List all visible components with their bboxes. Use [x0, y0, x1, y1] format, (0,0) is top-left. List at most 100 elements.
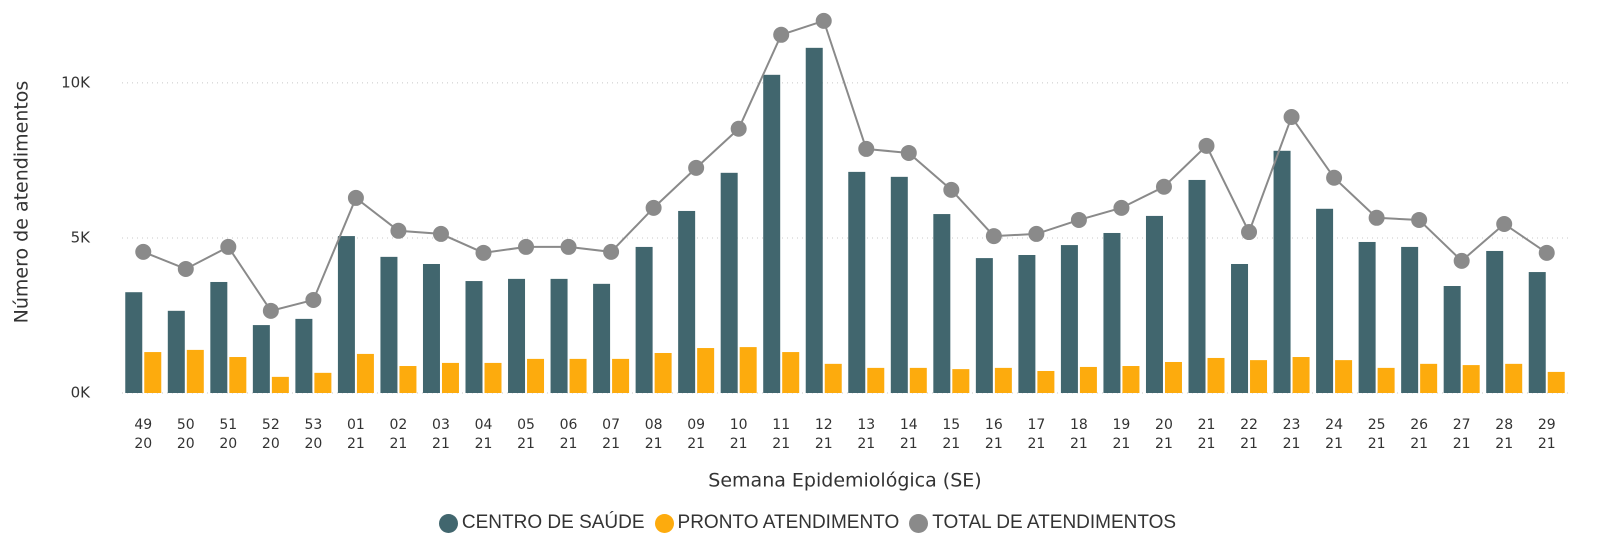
x-tick-label: 52 20 — [261, 417, 280, 452]
point — [432, 225, 449, 242]
bar — [1547, 371, 1565, 393]
bar — [635, 246, 653, 393]
bar — [994, 367, 1012, 393]
bar — [1377, 367, 1395, 393]
bar — [1462, 365, 1480, 393]
bar — [229, 357, 247, 393]
bar — [271, 376, 289, 393]
bar — [975, 258, 993, 393]
y-axis-title: Número de atendimentos — [11, 81, 33, 324]
point — [1538, 244, 1555, 261]
x-tick-label: 25 21 — [1367, 417, 1386, 452]
point — [1241, 224, 1258, 241]
x-tick-label: 29 21 — [1537, 417, 1556, 452]
bar — [848, 171, 866, 393]
bar — [441, 362, 459, 393]
x-tick-label: 23 21 — [1282, 417, 1301, 452]
bar — [678, 210, 696, 393]
point — [1411, 211, 1428, 228]
y-tick-label: 10K — [61, 73, 91, 91]
bar — [380, 256, 398, 393]
point — [815, 12, 832, 29]
bar — [1060, 245, 1078, 393]
legend-label: CENTRO DE SAÚDE — [461, 512, 645, 533]
bar — [867, 367, 885, 393]
point — [220, 238, 237, 255]
bar — [1018, 254, 1036, 393]
x-tick-label: 03 21 — [432, 417, 450, 452]
y-tick-label: 0K — [71, 384, 92, 402]
bar — [933, 214, 951, 393]
x-tick-label: 20 21 — [1155, 417, 1173, 452]
x-tick-label: 08 21 — [644, 417, 663, 452]
point — [1155, 178, 1172, 195]
x-tick-label: 26 21 — [1410, 417, 1429, 452]
point — [943, 181, 960, 198]
legend-label: TOTAL DE ATENDIMENTOS — [932, 512, 1177, 533]
y-tick-label: 5K — [71, 228, 92, 246]
bar — [569, 358, 587, 393]
point — [475, 244, 492, 261]
x-tick-label: 09 21 — [687, 417, 706, 452]
bar — [484, 362, 502, 393]
x-tick-label: 10 21 — [729, 417, 748, 452]
legend: CENTRO DE SAÚDE PRONTO ATENDIMENTO TOTAL D… — [0, 512, 1615, 534]
bar — [1079, 366, 1097, 393]
x-tick-label: 19 21 — [1112, 417, 1131, 452]
point — [603, 243, 620, 260]
point — [1496, 215, 1513, 232]
point — [645, 199, 662, 216]
bar — [1037, 370, 1055, 393]
bar — [1292, 357, 1310, 393]
bar — [654, 352, 672, 393]
bar — [508, 278, 526, 393]
x-tick-label: 04 21 — [474, 417, 493, 452]
bar — [612, 358, 630, 393]
point — [1368, 209, 1385, 226]
x-tick-label: 49 20 — [134, 417, 153, 452]
bar — [550, 278, 568, 393]
legend-swatch — [438, 513, 458, 533]
bar — [1443, 286, 1461, 393]
bar — [805, 47, 823, 394]
bar — [1231, 263, 1249, 393]
bar — [593, 283, 611, 393]
bar — [422, 263, 440, 393]
legend-item: CENTRO DE SAÚDE — [438, 512, 645, 534]
bar — [890, 176, 908, 393]
bar — [782, 352, 800, 393]
point — [858, 140, 875, 157]
x-tick-label: 53 20 — [304, 417, 323, 452]
legend-item: PRONTO ATENDIMENTO — [654, 512, 899, 534]
bar — [1316, 208, 1334, 393]
bar — [1207, 357, 1225, 393]
x-tick-label: 05 21 — [517, 417, 535, 452]
point — [773, 26, 790, 43]
bar — [1250, 360, 1268, 393]
bar — [697, 348, 715, 393]
point — [1070, 211, 1087, 228]
point — [1283, 108, 1300, 125]
point — [305, 291, 322, 308]
x-tick-label: 07 21 — [602, 417, 620, 452]
x-tick-label: 24 21 — [1325, 417, 1343, 452]
line — [142, 19, 1548, 312]
bar — [167, 310, 185, 393]
x-tick-label: 06 21 — [559, 417, 578, 452]
point — [985, 228, 1002, 245]
bar — [1335, 360, 1353, 393]
point — [688, 159, 705, 176]
point — [1028, 225, 1045, 242]
bar — [739, 347, 757, 393]
point — [900, 144, 917, 161]
point — [177, 260, 194, 277]
bar — [1188, 179, 1206, 393]
point — [135, 243, 152, 260]
point — [262, 302, 279, 319]
bar — [1358, 241, 1376, 393]
bar — [1145, 215, 1163, 393]
x-tick-label: 14 21 — [899, 417, 918, 452]
bar — [1528, 272, 1546, 393]
x-tick-label: 12 21 — [814, 417, 833, 452]
